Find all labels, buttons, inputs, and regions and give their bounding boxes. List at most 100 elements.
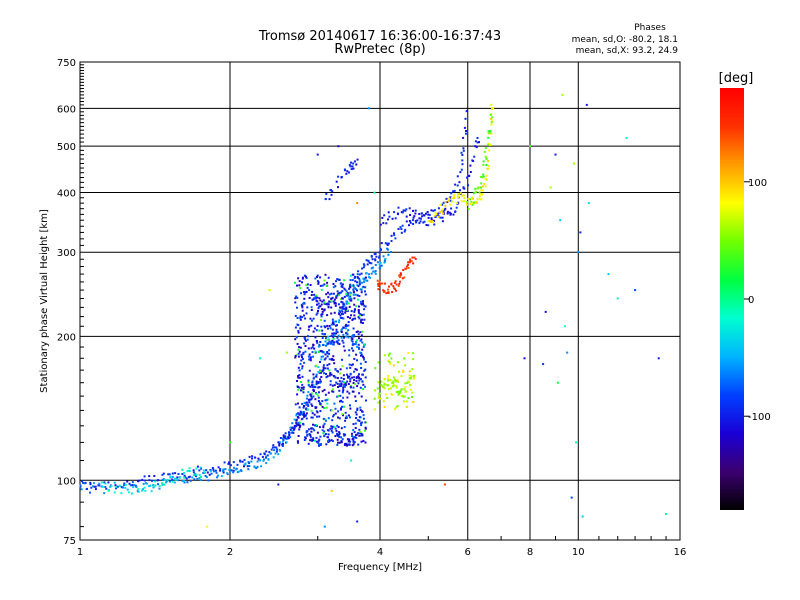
echo-point (353, 376, 356, 379)
echo-point (306, 408, 309, 411)
echo-point (394, 379, 397, 382)
echo-point (321, 390, 324, 393)
echo-point (342, 313, 344, 316)
x-tick-label: 6 (465, 547, 471, 558)
echo-point (330, 335, 333, 337)
echo-point (161, 473, 164, 476)
echo-point (464, 117, 467, 120)
echo-point (432, 209, 435, 212)
echo-point (382, 289, 385, 292)
echo-point (473, 155, 476, 158)
echo-point (403, 395, 406, 398)
echo-point (446, 210, 449, 213)
echo-point (211, 467, 214, 469)
echo-point (347, 336, 350, 339)
echo-point (319, 361, 321, 363)
echo-point (625, 137, 628, 139)
echo-point (397, 213, 399, 216)
echo-point (303, 415, 306, 418)
echo-point (344, 325, 347, 327)
echo-point (363, 429, 366, 432)
echo-point (318, 329, 321, 332)
echo-point (293, 418, 296, 421)
echo-point (333, 402, 336, 405)
echo-point (423, 214, 426, 217)
echo-point (340, 436, 343, 439)
echo-point (333, 320, 336, 323)
echo-point (312, 439, 315, 441)
echo-point (329, 372, 332, 374)
echo-point (459, 189, 461, 192)
echo-point (315, 329, 318, 332)
echo-point (396, 405, 399, 408)
echo-point (340, 399, 343, 402)
echo-point (361, 410, 364, 413)
echo-point (346, 309, 349, 312)
echo-point (411, 396, 413, 398)
echo-point (407, 352, 410, 354)
echo-point (359, 321, 362, 324)
echo-point (380, 264, 383, 267)
echo-point (405, 265, 408, 268)
echo-point (300, 303, 303, 306)
echo-point (475, 202, 478, 204)
echo-point (332, 355, 335, 358)
echo-point (348, 443, 351, 446)
echo-point (220, 475, 223, 478)
echo-point (137, 480, 140, 483)
echo-point (412, 262, 415, 265)
echo-point (456, 202, 459, 205)
echo-point (390, 282, 393, 285)
echo-point (315, 340, 318, 342)
echo-point (345, 444, 348, 447)
echo-point (357, 431, 360, 434)
echo-point (351, 435, 354, 438)
echo-point (392, 384, 395, 387)
echo-point (306, 397, 309, 400)
echo-point (348, 305, 351, 308)
echo-point (296, 416, 299, 418)
echo-point (353, 343, 356, 346)
echo-point (350, 168, 353, 171)
echo-point (366, 279, 369, 282)
echo-point (409, 260, 412, 263)
echo-point (310, 324, 313, 327)
echo-point (362, 356, 365, 359)
y-tick-label: 500 (57, 142, 76, 153)
echo-point (361, 300, 364, 303)
echo-point (297, 441, 299, 444)
echo-point (392, 385, 395, 388)
echo-point (336, 382, 339, 385)
echo-point (321, 329, 324, 332)
echo-point (301, 302, 304, 305)
echo-point (341, 391, 344, 394)
echo-point (358, 277, 361, 280)
echo-point (312, 390, 315, 392)
echo-point (195, 467, 198, 470)
echo-point (364, 305, 367, 308)
echo-point (288, 432, 291, 435)
echo-point (466, 176, 468, 179)
echo-point (113, 491, 116, 494)
echo-point (307, 384, 310, 386)
echo-point (324, 357, 327, 360)
echo-point (97, 484, 100, 487)
echo-point (378, 267, 381, 270)
echo-point (305, 408, 308, 411)
echo-point (303, 439, 306, 441)
echo-point (161, 482, 164, 485)
echo-point (149, 484, 152, 487)
echo-point (397, 206, 400, 209)
echo-point (339, 368, 342, 371)
echo-point (338, 311, 340, 314)
echo-point (344, 311, 347, 314)
echo-point (194, 473, 196, 476)
echo-point (343, 384, 346, 387)
echo-point (176, 479, 179, 482)
echo-point (278, 449, 281, 452)
echo-point (333, 362, 336, 365)
echo-point (298, 284, 301, 287)
echo-point (409, 214, 412, 216)
echo-point (325, 303, 327, 305)
echo-point (297, 402, 299, 405)
